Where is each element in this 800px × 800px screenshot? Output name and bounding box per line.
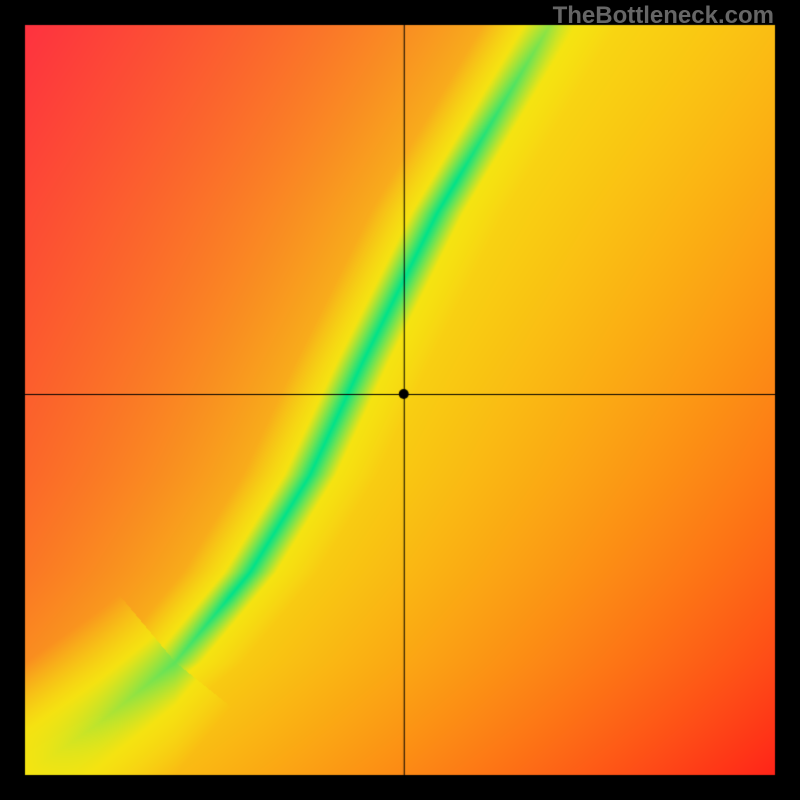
heatmap-canvas: [0, 0, 800, 800]
chart-container: TheBottleneck.com: [0, 0, 800, 800]
